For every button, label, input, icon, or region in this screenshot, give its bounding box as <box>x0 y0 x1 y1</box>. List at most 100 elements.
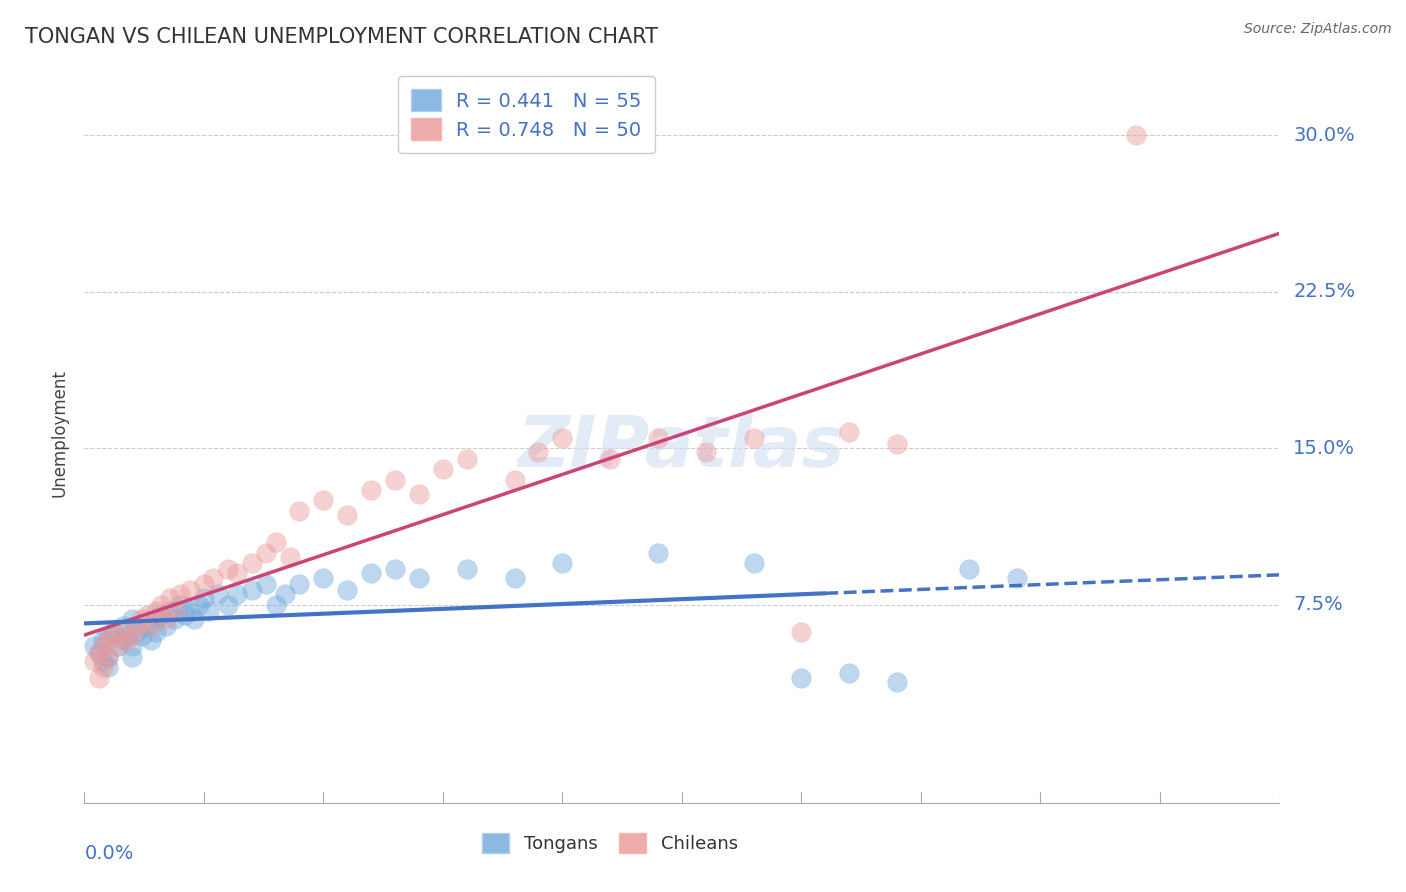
Point <box>384 473 406 487</box>
Point <box>87 671 110 685</box>
Text: Source: ZipAtlas.com: Source: ZipAtlas.com <box>1244 22 1392 37</box>
Point <box>101 629 124 643</box>
Point <box>197 604 219 618</box>
Point <box>141 618 163 632</box>
Point <box>111 618 134 632</box>
Point <box>111 624 134 639</box>
Point <box>101 624 124 639</box>
Point <box>264 535 287 549</box>
Point <box>155 618 177 632</box>
Point <box>695 445 717 459</box>
Point <box>274 587 297 601</box>
Point <box>179 583 201 598</box>
Point <box>288 577 311 591</box>
Text: 7.5%: 7.5% <box>1294 595 1343 615</box>
Point <box>527 445 550 459</box>
Point <box>93 633 115 648</box>
Point <box>551 431 574 445</box>
Point <box>149 598 172 612</box>
Point <box>599 451 621 466</box>
Point <box>432 462 454 476</box>
Point <box>790 624 813 639</box>
Point <box>264 598 287 612</box>
Point <box>117 629 139 643</box>
Point <box>141 633 163 648</box>
Point <box>165 612 187 626</box>
Point <box>169 587 191 601</box>
Point <box>288 504 311 518</box>
Point <box>838 666 860 681</box>
Point <box>408 570 430 584</box>
Point <box>125 618 148 632</box>
Point <box>1005 570 1028 584</box>
Point <box>121 640 143 654</box>
Point <box>111 633 134 648</box>
Point <box>87 646 110 660</box>
Point <box>278 549 301 564</box>
Point <box>312 570 335 584</box>
Point <box>117 633 139 648</box>
Text: 15.0%: 15.0% <box>1294 439 1355 458</box>
Point <box>360 483 382 497</box>
Point <box>838 425 860 439</box>
Y-axis label: Unemployment: Unemployment <box>51 368 69 497</box>
Point <box>408 487 430 501</box>
Point <box>503 473 526 487</box>
Point <box>240 556 263 570</box>
Point <box>155 612 177 626</box>
Point <box>742 431 765 445</box>
Point <box>145 612 167 626</box>
Point <box>336 508 359 522</box>
Point <box>83 654 105 668</box>
Point <box>886 674 908 689</box>
Point <box>165 604 187 618</box>
Text: 30.0%: 30.0% <box>1294 126 1355 145</box>
Point <box>1125 128 1147 143</box>
Point <box>193 577 215 591</box>
Point <box>551 556 574 570</box>
Point <box>188 598 211 612</box>
Point <box>384 562 406 576</box>
Point <box>179 604 201 618</box>
Point <box>97 633 120 648</box>
Point <box>647 431 669 445</box>
Point <box>254 545 277 559</box>
Point <box>149 608 172 623</box>
Point <box>226 587 249 601</box>
Point <box>742 556 765 570</box>
Point <box>83 640 105 654</box>
Point <box>647 545 669 559</box>
Point <box>217 562 239 576</box>
Point <box>107 640 129 654</box>
Point <box>159 591 181 606</box>
Legend: Tongans, Chileans: Tongans, Chileans <box>475 826 745 861</box>
Point <box>93 660 115 674</box>
Point <box>145 604 167 618</box>
Point <box>135 608 157 623</box>
Point <box>97 660 120 674</box>
Point <box>202 570 225 584</box>
Point <box>135 618 157 632</box>
Point <box>159 604 181 618</box>
Point <box>97 649 120 664</box>
Point <box>254 577 277 591</box>
Point <box>456 451 478 466</box>
Point <box>87 646 110 660</box>
Point <box>226 566 249 581</box>
Point <box>217 598 239 612</box>
Point <box>173 608 195 623</box>
Point <box>121 612 143 626</box>
Point <box>456 562 478 576</box>
Text: ZIPatlas: ZIPatlas <box>519 413 845 482</box>
Text: TONGAN VS CHILEAN UNEMPLOYMENT CORRELATION CHART: TONGAN VS CHILEAN UNEMPLOYMENT CORRELATI… <box>24 27 658 47</box>
Point <box>107 640 129 654</box>
Point <box>131 629 153 643</box>
Point <box>97 629 120 643</box>
Point <box>193 591 215 606</box>
Point <box>97 649 120 664</box>
Point <box>121 629 143 643</box>
Point <box>183 612 205 626</box>
Point <box>790 671 813 685</box>
Point <box>503 570 526 584</box>
Point <box>336 583 359 598</box>
